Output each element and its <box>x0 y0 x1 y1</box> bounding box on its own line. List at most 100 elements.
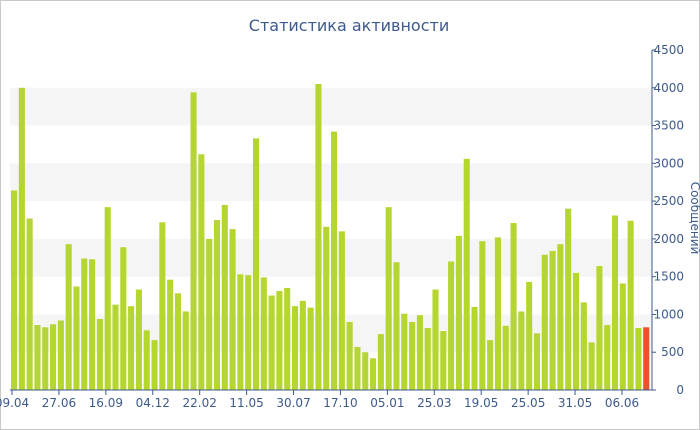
bar <box>463 158 470 390</box>
y-axis: 0 500 1000 1500 2000 2500 3000 3500 4000 4500 <box>651 43 684 397</box>
x-tick-label: 31.05 <box>558 396 592 410</box>
bars <box>11 84 650 390</box>
bar <box>190 92 197 390</box>
bar <box>284 288 291 390</box>
bar <box>120 247 127 390</box>
bar <box>159 222 166 390</box>
bar <box>580 302 587 390</box>
bar <box>260 277 267 390</box>
x-tick-label: 04.12 <box>136 396 170 410</box>
chart-title: Статистика активности <box>249 16 449 35</box>
bar <box>448 261 455 390</box>
bar <box>229 229 236 390</box>
y-tick-label: 3000 <box>653 156 684 170</box>
bar <box>370 358 377 390</box>
bar <box>73 286 80 390</box>
bar <box>65 244 72 390</box>
bar <box>182 311 189 390</box>
bar <box>533 333 541 390</box>
bar <box>338 231 345 390</box>
bar <box>432 289 439 390</box>
bar <box>331 131 338 390</box>
bar <box>627 220 634 390</box>
x-tick-label: 19.05 <box>464 396 498 410</box>
bar <box>81 258 88 390</box>
x-tick-label: 25.03 <box>417 396 451 410</box>
bar <box>128 306 135 390</box>
bar <box>34 325 41 390</box>
bar <box>557 244 564 390</box>
bar <box>572 272 580 390</box>
x-axis: 09.04 27.06 16.09 04.12 22.02 11.05 30.07 17.10… <box>0 389 652 410</box>
bar <box>104 207 111 390</box>
bar <box>237 274 244 390</box>
bar <box>135 289 142 390</box>
bar <box>143 330 150 390</box>
bar <box>479 241 486 390</box>
bar <box>11 190 18 390</box>
bar <box>541 254 548 390</box>
bar <box>42 327 49 390</box>
x-tick-label: 22.02 <box>183 396 217 410</box>
x-tick-label: 06.06 <box>605 396 639 410</box>
bar <box>526 281 533 390</box>
y-tick-label: 1500 <box>653 270 684 284</box>
bar <box>518 311 525 390</box>
y-axis-label: Сообщений <box>688 182 700 255</box>
bar <box>18 87 25 390</box>
y-tick-label: 3500 <box>653 119 684 133</box>
bar <box>268 295 275 390</box>
x-tick-label: 25.05 <box>511 396 545 410</box>
x-tick-label: 09.04 <box>0 396 29 410</box>
bar <box>354 346 361 390</box>
y-tick-label: 1000 <box>653 307 684 321</box>
bar <box>385 207 392 390</box>
bar <box>245 275 252 390</box>
x-tick-label: 17.10 <box>323 396 357 410</box>
bar <box>596 266 603 390</box>
bar <box>276 291 283 390</box>
bar <box>291 306 299 390</box>
bar <box>510 223 517 390</box>
y-tick-label: 4000 <box>653 81 684 95</box>
bar <box>151 340 158 390</box>
bar <box>635 328 642 390</box>
bar <box>299 300 306 390</box>
bar <box>565 208 572 390</box>
bar <box>167 279 174 390</box>
bar <box>401 313 408 390</box>
bar <box>96 318 103 390</box>
bar <box>409 322 416 390</box>
x-tick-label: 30.07 <box>276 396 310 410</box>
bar <box>50 324 57 390</box>
bar <box>89 259 96 390</box>
bar <box>471 306 478 390</box>
bar <box>213 220 221 390</box>
grid-band <box>10 87 652 126</box>
bar <box>307 307 314 390</box>
y-tick-label: 4500 <box>653 43 684 57</box>
bar <box>362 352 369 390</box>
bar <box>604 325 611 390</box>
bar <box>643 327 650 390</box>
bar <box>221 204 228 390</box>
bar <box>112 304 119 390</box>
bar <box>455 235 462 390</box>
bar <box>424 328 431 390</box>
bar <box>393 262 400 390</box>
bar <box>416 315 423 390</box>
bar <box>315 84 322 390</box>
x-tick-label: 27.06 <box>42 396 76 410</box>
y-tick-label: 2500 <box>653 194 684 208</box>
bar <box>323 226 330 390</box>
bar <box>440 331 447 390</box>
bar <box>198 154 205 390</box>
y-tick-label: 0 <box>676 383 684 397</box>
y-tick-label: 2000 <box>653 232 684 246</box>
x-tick-label: 11.05 <box>229 396 263 410</box>
x-tick-label: 16.09 <box>89 396 123 410</box>
bar <box>377 334 384 390</box>
y-tick-label: 500 <box>661 345 684 359</box>
bar <box>588 342 595 390</box>
